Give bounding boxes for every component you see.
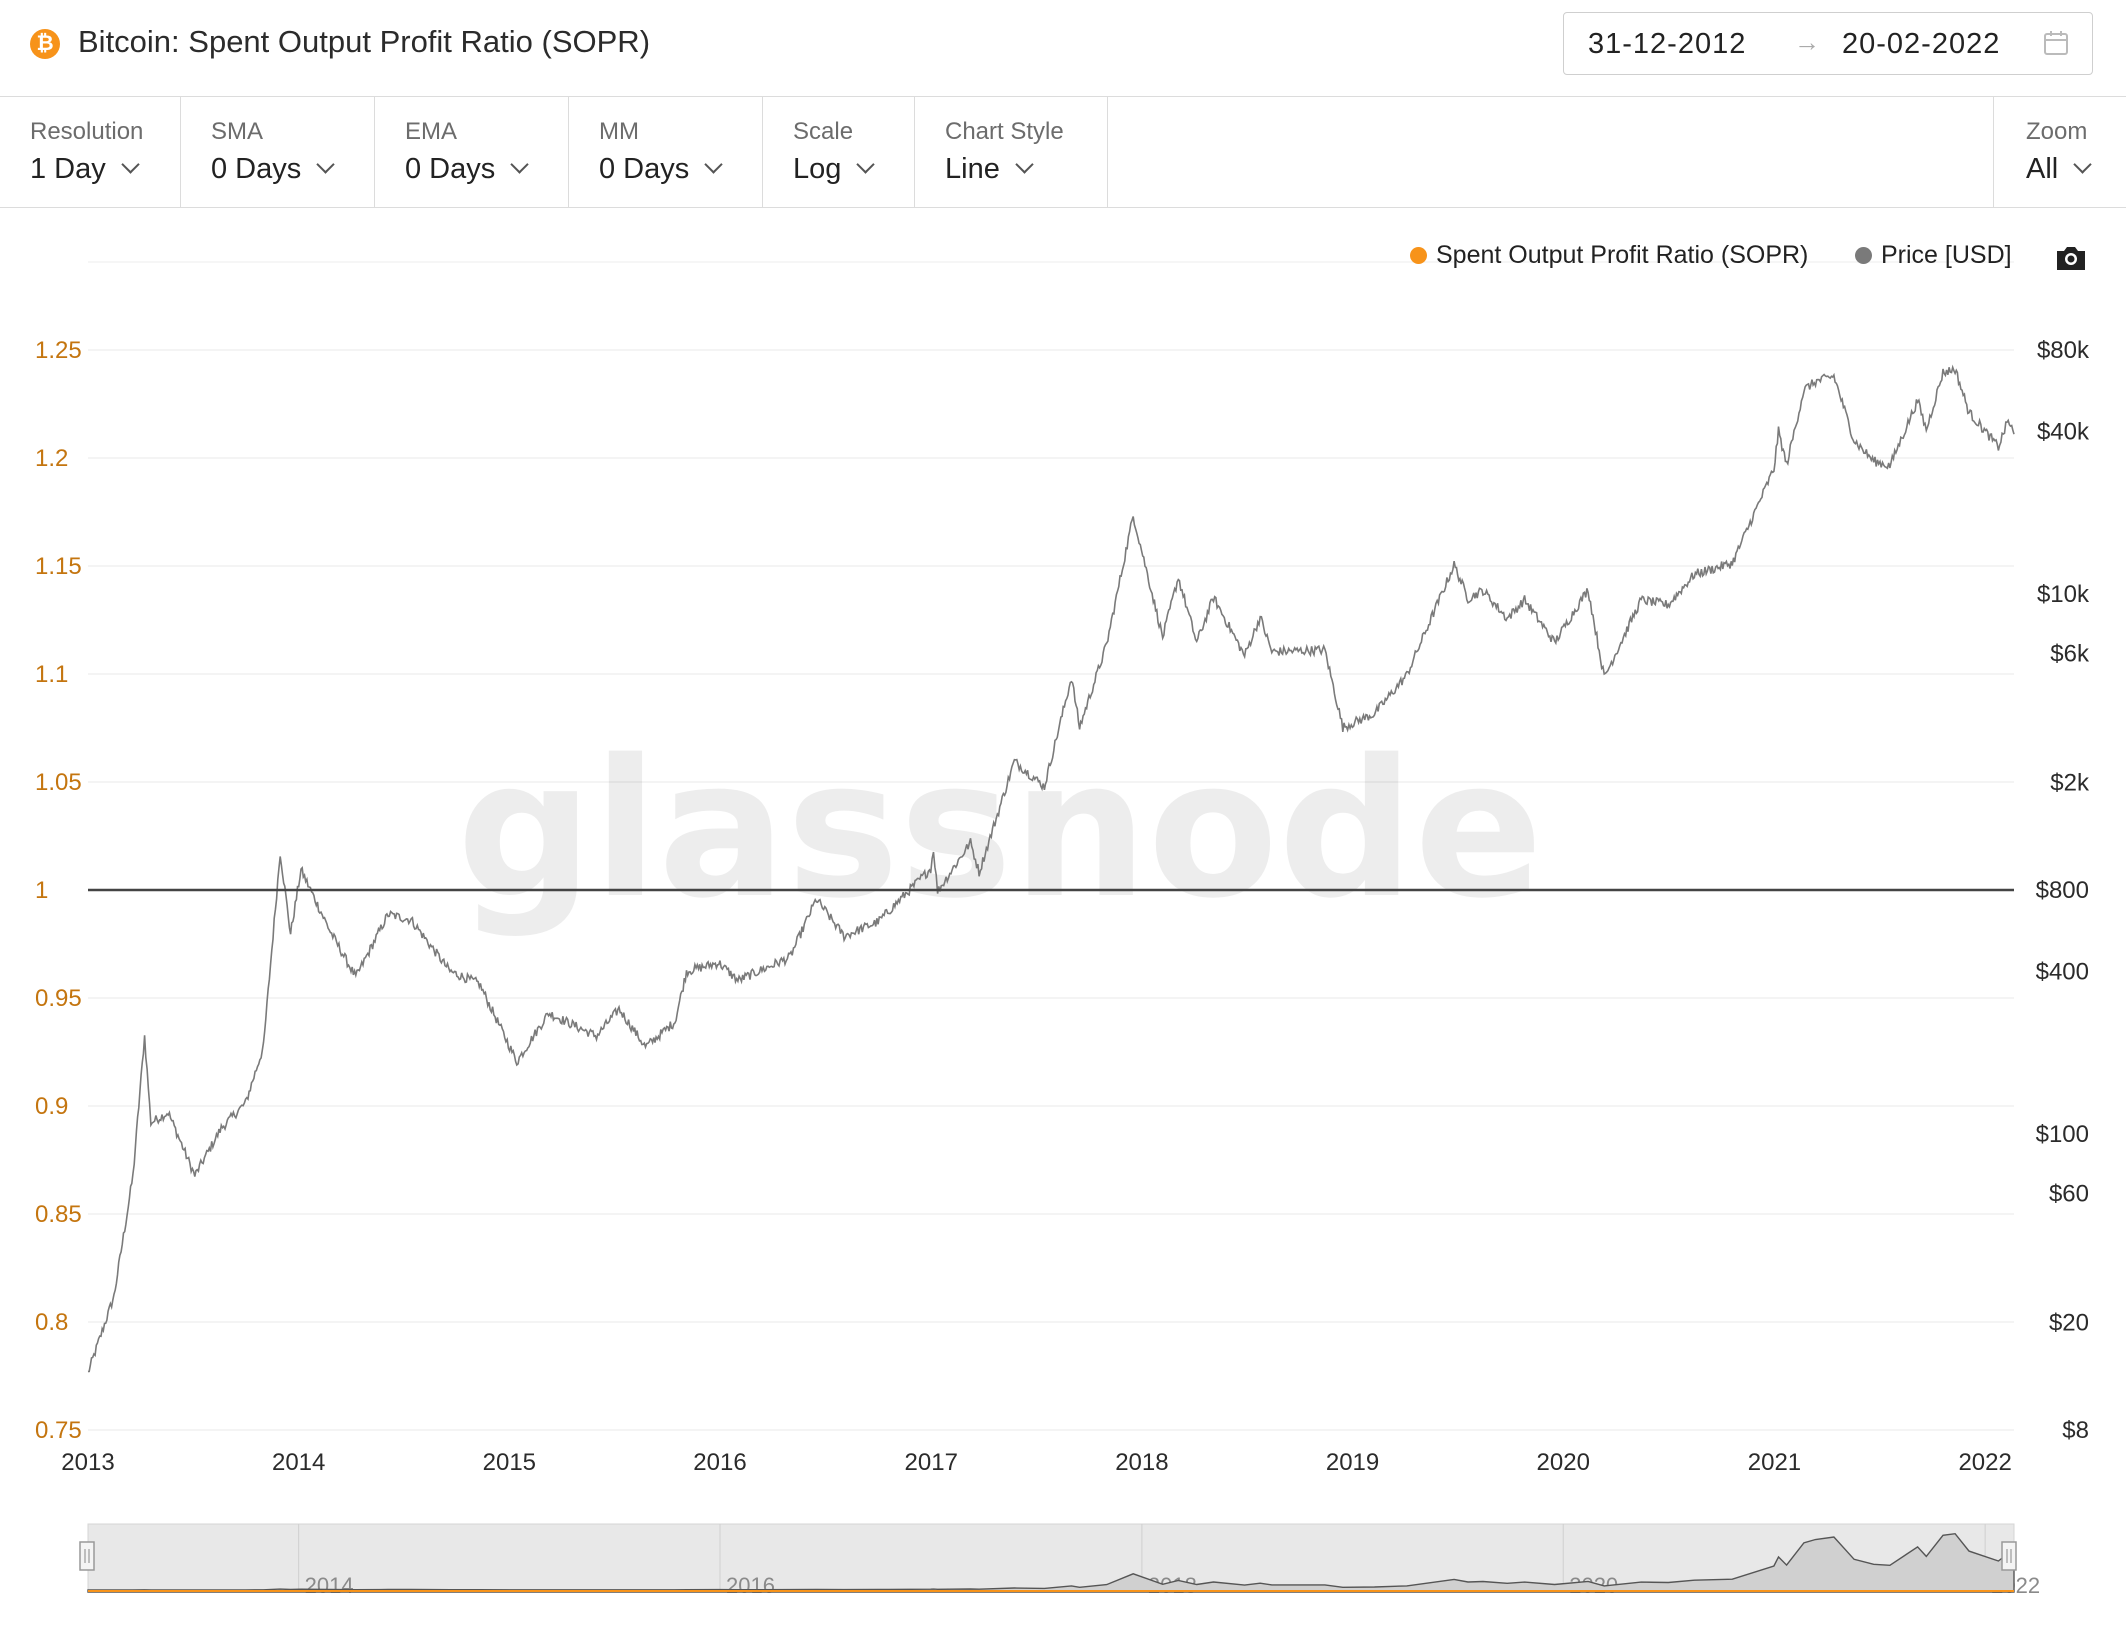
sma-label: SMA <box>211 118 264 145</box>
resolution-label: Resolution <box>30 118 144 145</box>
scale-label: Scale <box>793 118 854 145</box>
y-right-tick-label: $2k <box>2050 770 2090 797</box>
watermark: glassnode <box>457 719 1543 940</box>
sopr-legend-dot <box>1410 247 1427 264</box>
y-left-tick-label: 0.9 <box>35 1093 68 1120</box>
zoom-value: All <box>2026 153 2059 185</box>
y-right-tick-label: $80k <box>2037 337 2090 364</box>
header-bar: ₿ Bitcoin: Spent Output Profit Ratio (SO… <box>0 0 2126 97</box>
x-tick-label: 2022 <box>1958 1449 2011 1476</box>
bitcoin-icon: ₿ <box>30 29 60 59</box>
navigator-price-area <box>87 1532 2015 1593</box>
x-tick-label: 2013 <box>61 1449 114 1476</box>
x-axis: 2013 2014 2015 2016 2017 2018 2019 2020 2021 2022 <box>61 1449 2012 1476</box>
x-tick-label: 2020 <box>1537 1449 1590 1476</box>
price-line <box>87 364 2015 1373</box>
range-navigator[interactable]: 20142016201820202022 <box>79 1523 2040 1598</box>
camera-icon[interactable] <box>2054 243 2088 273</box>
mm-dropdown[interactable]: MM 0 Days <box>569 97 763 207</box>
y-right-tick-label: $40k <box>2037 418 2090 445</box>
chart-style-value: Line <box>945 153 1000 185</box>
arrow-right-icon: → <box>1794 27 1820 57</box>
chart-style-dropdown[interactable]: Chart Style Line <box>915 97 1108 207</box>
zoom-dropdown[interactable]: Zoom All <box>1993 97 2126 207</box>
y-right-tick-label: $6k <box>2050 641 2090 668</box>
date-start-input[interactable]: 31-12-2012 <box>1588 28 1747 60</box>
y-left-tick-label: 1.1 <box>35 661 68 688</box>
zoom-label: Zoom <box>2026 118 2088 145</box>
y-left-tick-label: 1.2 <box>35 445 68 472</box>
x-tick-label: 2019 <box>1326 1449 1379 1476</box>
price-series <box>87 364 2015 1373</box>
x-tick-label: 2016 <box>693 1449 746 1476</box>
y-right-tick-label: $10k <box>2037 581 2090 608</box>
x-tick-label: 2018 <box>1115 1449 1168 1476</box>
chart-toolbar: Resolution 1 Day SMA 0 Days EMA 0 Days M… <box>0 97 2126 208</box>
y-right-tick-label: $20 <box>2049 1310 2089 1337</box>
page-title: Bitcoin: Spent Output Profit Ratio (SOPR… <box>78 24 651 59</box>
navigator-right-handle[interactable] <box>2001 1541 2017 1571</box>
y-left-tick-label: 0.75 <box>35 1417 82 1444</box>
legend-label-price: Price [USD] <box>1881 241 2012 269</box>
y-right-tick-label: $400 <box>2036 958 2089 985</box>
y-left-tick-label: 1.15 <box>35 553 82 580</box>
ema-value: 0 Days <box>405 153 496 185</box>
y-axis-left: 1.25 1.2 1.15 1.1 1.05 1 0.95 0.9 0.85 0.8 0.75 <box>35 337 82 1444</box>
y-right-tick-label: $60 <box>2049 1181 2089 1208</box>
scale-dropdown[interactable]: Scale Log <box>763 97 915 207</box>
chart-grid <box>88 261 2014 1431</box>
date-end-input[interactable]: 20-02-2022 <box>1842 28 2001 60</box>
legend-label-sopr: Spent Output Profit Ratio (SOPR) <box>1436 241 1809 269</box>
legend-item-sopr[interactable]: Spent Output Profit Ratio (SOPR) <box>1410 241 1808 270</box>
calendar-icon[interactable] <box>2042 29 2070 57</box>
date-range-picker[interactable]: 31-12-2012 → 20-02-2022 <box>1563 12 2093 75</box>
navigator-tick-label: 2016 <box>726 1573 775 1598</box>
handle-body <box>2001 1541 2017 1571</box>
y-right-tick-label: $100 <box>2036 1121 2089 1148</box>
y-axis-right: $80k $40k $10k $6k $2k $800 $400 $100 $60 $20 $8 <box>2036 337 2090 1444</box>
x-tick-label: 2015 <box>483 1449 536 1476</box>
x-tick-label: 2021 <box>1748 1449 1801 1476</box>
scale-value: Log <box>793 153 842 185</box>
sma-dropdown[interactable]: SMA 0 Days <box>181 97 375 207</box>
chart-style-label: Chart Style <box>945 118 1064 145</box>
resolution-value: 1 Day <box>30 153 106 185</box>
y-left-tick-label: 0.95 <box>35 985 82 1012</box>
y-right-tick-label: $8 <box>2062 1417 2089 1444</box>
price-legend-dot <box>1855 247 1872 264</box>
y-left-tick-label: 0.8 <box>35 1309 68 1336</box>
x-tick-label: 2017 <box>905 1449 958 1476</box>
ema-dropdown[interactable]: EMA 0 Days <box>375 97 569 207</box>
resolution-dropdown[interactable]: Resolution 1 Day <box>0 97 181 207</box>
y-left-tick-label: 1.05 <box>35 769 82 796</box>
navigator-tick-label: 2014 <box>305 1573 354 1598</box>
legend-item-price[interactable]: Price [USD] <box>1855 241 2012 270</box>
mm-value: 0 Days <box>599 153 690 185</box>
y-left-tick-label: 0.85 <box>35 1201 82 1228</box>
y-left-tick-label: 1.25 <box>35 337 82 364</box>
y-left-tick-label: 1 <box>35 877 48 904</box>
handle-body <box>79 1541 95 1571</box>
x-tick-label: 2014 <box>272 1449 325 1476</box>
mm-label: MM <box>599 118 639 145</box>
ema-label: EMA <box>405 118 458 145</box>
sma-value: 0 Days <box>211 153 302 185</box>
navigator-left-handle[interactable] <box>79 1541 95 1571</box>
y-right-tick-label: $800 <box>2036 877 2089 904</box>
